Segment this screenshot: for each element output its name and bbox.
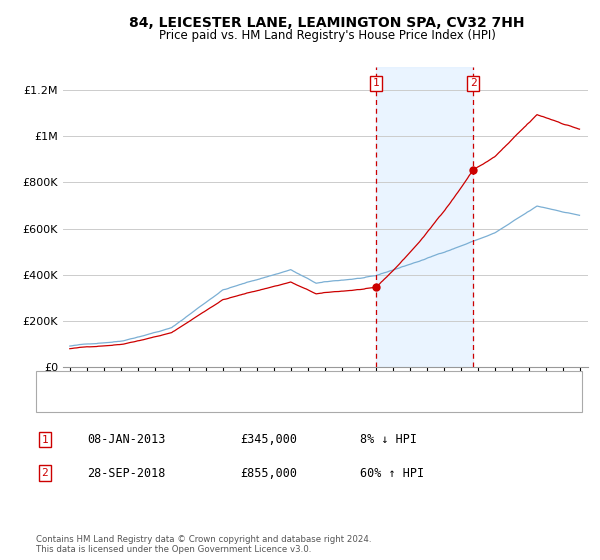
Text: 8% ↓ HPI: 8% ↓ HPI <box>360 433 417 446</box>
Text: 84, LEICESTER LANE, LEAMINGTON SPA, CV32 7HH (detached house): 84, LEICESTER LANE, LEAMINGTON SPA, CV32… <box>93 377 471 387</box>
Text: 28-SEP-2018: 28-SEP-2018 <box>87 466 166 480</box>
Text: Contains HM Land Registry data © Crown copyright and database right 2024.
This d: Contains HM Land Registry data © Crown c… <box>36 535 371 554</box>
Text: 1: 1 <box>373 78 380 88</box>
Text: 2: 2 <box>470 78 476 88</box>
Bar <box>376 67 473 367</box>
Text: 60% ↑ HPI: 60% ↑ HPI <box>360 466 424 480</box>
Text: 2: 2 <box>41 468 49 478</box>
Text: 84, LEICESTER LANE, LEAMINGTON SPA, CV32 7HH: 84, LEICESTER LANE, LEAMINGTON SPA, CV32… <box>129 16 525 30</box>
Text: 08-JAN-2013: 08-JAN-2013 <box>87 433 166 446</box>
Text: £855,000: £855,000 <box>240 466 297 480</box>
Text: 1: 1 <box>41 435 49 445</box>
Text: £345,000: £345,000 <box>240 433 297 446</box>
Text: Price paid vs. HM Land Registry's House Price Index (HPI): Price paid vs. HM Land Registry's House … <box>158 29 496 42</box>
Text: HPI: Average price, detached house, Warwick: HPI: Average price, detached house, Warw… <box>93 396 341 407</box>
